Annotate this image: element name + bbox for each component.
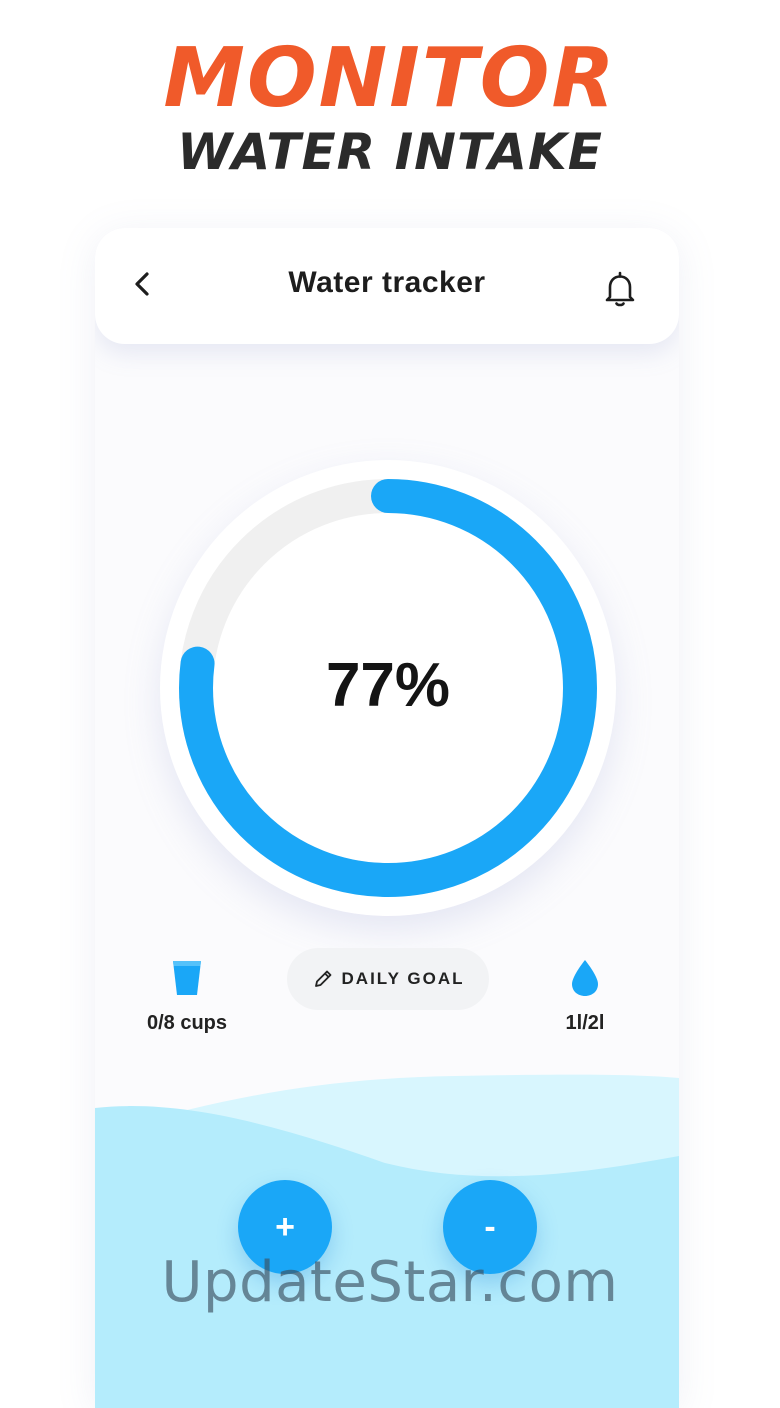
pencil-icon (314, 970, 331, 987)
app-bar: Water tracker (95, 228, 679, 344)
progress-ring-fill (179, 479, 597, 897)
chevron-left-icon (135, 272, 149, 296)
back-button[interactable] (125, 264, 161, 304)
promo-headline: MONITOR (163, 31, 617, 126)
add-cup-button[interactable]: + (238, 1180, 332, 1274)
progress-percent: 77% (325, 651, 451, 720)
progress-ring: 77% (160, 460, 616, 916)
phone-screen: Water tracker 77% 0/8 cups DAILY GOAL (95, 228, 679, 1408)
liters-label: 1l/2l (565, 1012, 605, 1034)
watermark: UpdateStar.com (161, 1250, 619, 1315)
notifications-button[interactable] (599, 268, 641, 310)
daily-goal-label: DAILY GOAL (341, 969, 465, 988)
page-title: Water tracker (288, 266, 486, 299)
cup-icon (173, 961, 201, 995)
water-waves (95, 1074, 679, 1408)
promo-subheadline: WATER INTAKE (177, 123, 603, 181)
water-wave-front (95, 1106, 679, 1408)
cups-stat: 0/8 cups (117, 958, 257, 1035)
progress-ring-graphic (179, 479, 597, 897)
remove-cup-button[interactable]: - (443, 1180, 537, 1274)
liters-stat: 1l/2l (545, 958, 625, 1035)
water-drop-icon (572, 960, 598, 996)
daily-goal-button[interactable]: DAILY GOAL (287, 948, 489, 1010)
bell-icon (605, 271, 635, 307)
cups-label: 0/8 cups (146, 1012, 228, 1034)
